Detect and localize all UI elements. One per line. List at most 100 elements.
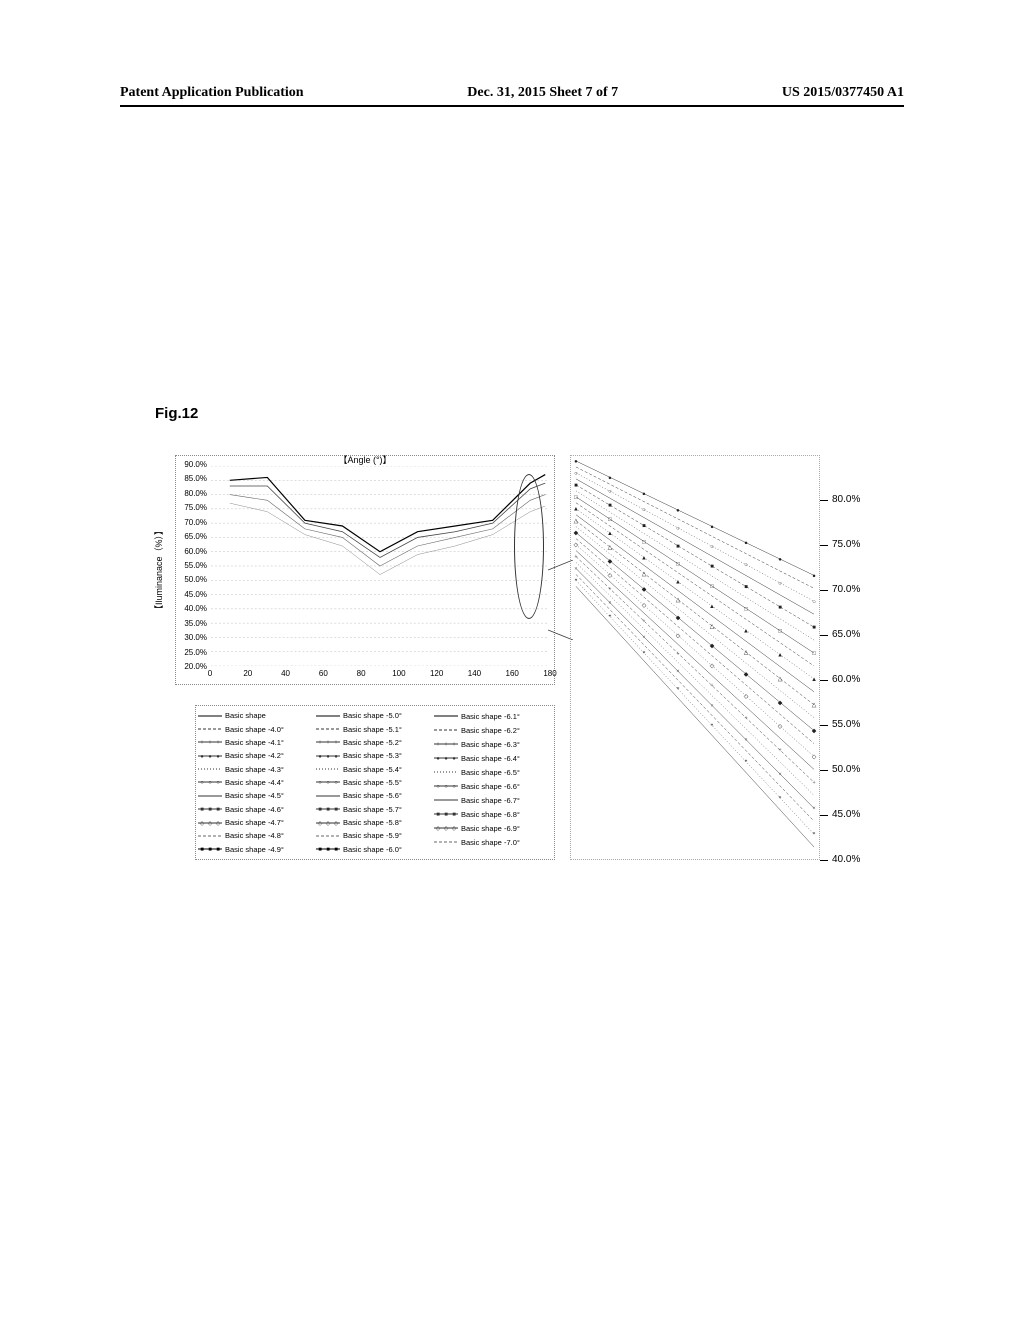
svg-text:●: ● [744,541,748,547]
legend-swatch: ○○○ [434,782,458,790]
y-tick-label: 45.0% [167,590,207,599]
side-y-tick-label: 80.0% [832,494,882,505]
legend-col-1: Basic shapeBasic shape -4.0°+++Basic sha… [198,710,316,855]
x-tick-label: 120 [427,669,447,678]
svg-text:●: ● [444,756,448,762]
svg-text:●: ● [710,524,714,530]
side-y-tick [820,725,828,726]
svg-text:■: ■ [452,812,456,818]
svg-text:○: ○ [676,526,680,532]
legend-item-label: Basic shape -5.6° [343,791,402,800]
svg-text:◆: ◆ [642,587,647,593]
legend-swatch: ◇◇◇ [316,819,340,827]
svg-text:●: ● [778,557,782,563]
svg-text:◆: ◆ [812,729,817,735]
side-y-tick-label: 75.0% [832,539,882,550]
legend-item: +++Basic shape -6.3° [434,738,552,750]
svg-text:▲: ▲ [709,604,715,610]
svg-text:●: ● [208,754,212,760]
svg-text:×: × [710,703,713,709]
x-tick-label: 180 [540,669,560,678]
svg-text:○: ○ [812,599,816,605]
svg-text:△: △ [710,624,715,630]
legend-swatch: ○○○ [198,778,222,786]
svg-text:■: ■ [744,584,748,590]
legend-item-label: Basic shape -5.5° [343,778,402,787]
y-tick-label: 60.0% [167,547,207,556]
legend-item-label: Basic shape -4.9° [225,845,284,854]
legend-swatch: ●●● [198,752,222,760]
legend-item-label: Basic shape -5.9° [343,831,402,840]
svg-text:+: + [608,587,612,593]
legend-col-3: Basic shape -6.1°Basic shape -6.2°+++Bas… [434,710,552,855]
legend-swatch [198,765,222,773]
legend-item: ○○○Basic shape -4.4° [198,777,316,788]
plot-svg [211,466,549,666]
legend-item: Basic shape -5.9° [316,830,434,841]
legend-item: ■■■Basic shape -4.9° [198,844,316,855]
svg-text:×: × [778,772,781,778]
legend-swatch [316,792,340,800]
svg-text:*: * [711,723,714,729]
header-right: US 2015/0377450 A1 [782,85,904,101]
y-tick-label: 50.0% [167,575,207,584]
legend-swatch [434,726,458,734]
svg-text:◇: ◇ [318,821,323,827]
legend-swatch: +++ [198,738,222,746]
svg-text:●: ● [334,754,338,760]
svg-text:*: * [677,687,680,693]
svg-text:■: ■ [608,503,612,509]
legend-item: ●●●Basic shape -4.2° [198,750,316,761]
x-tick-label: 160 [502,669,522,678]
legend-item: +++Basic shape -4.1° [198,737,316,748]
svg-text:+: + [444,742,448,748]
x-tick-label: 80 [351,669,371,678]
svg-text:▲: ▲ [607,531,613,537]
svg-text:■: ■ [318,847,322,853]
svg-text:●: ● [608,475,612,481]
svg-text:+: + [642,619,646,625]
legend-item-label: Basic shape -4.8° [225,831,284,840]
svg-text:△: △ [778,676,783,682]
svg-text:□: □ [574,495,578,501]
side-y-tick-label: 60.0% [832,674,882,685]
svg-text:○: ○ [318,780,322,786]
svg-text:◆: ◆ [608,559,613,565]
legend-swatch: ●●● [316,752,340,760]
legend-swatch [198,832,222,840]
svg-text:*: * [574,578,577,584]
svg-text:○: ○ [744,563,748,569]
y-tick-label: 25.0% [167,648,207,657]
y-tick-label: 70.0% [167,518,207,527]
legend-swatch: ◇◇◇ [198,819,222,827]
svg-text:×: × [608,601,611,607]
legend-item-label: Basic shape -4.4° [225,778,284,787]
svg-text:○: ○ [326,780,330,786]
legend-swatch: ■■■ [316,845,340,853]
y-tick-label: 75.0% [167,503,207,512]
legend-swatch: ■■■ [316,805,340,813]
side-chart: ●●●●●●●●○○○○○○○○■■■■■■■■□□□□□□□□▲▲▲▲▲▲▲▲… [570,455,820,860]
legend-swatch: ■■■ [434,810,458,818]
legend-item-label: Basic shape -6.4° [461,754,520,763]
legend-item: ■■■Basic shape -5.7° [316,804,434,815]
y-tick-label: 90.0% [167,460,207,469]
svg-text:◇: ◇ [208,821,213,827]
svg-text:■: ■ [326,807,330,813]
plot-region [211,466,549,666]
svg-text:◇: ◇ [436,826,441,832]
legend-item-label: Basic shape -6.8° [461,810,520,819]
legend-swatch [198,712,222,720]
svg-text:■: ■ [334,807,338,813]
legend-swatch [198,792,222,800]
svg-text:+: + [812,780,816,786]
svg-text:○: ○ [642,508,646,514]
svg-text:◇: ◇ [326,821,331,827]
legend-swatch: +++ [434,740,458,748]
zoom-ellipse [514,474,544,619]
svg-text:◇: ◇ [216,821,221,827]
svg-text:■: ■ [444,812,448,818]
page-header: Patent Application Publication Dec. 31, … [120,85,904,101]
svg-text:◇: ◇ [200,821,205,827]
legend-item: ■■■Basic shape -6.0° [316,844,434,855]
